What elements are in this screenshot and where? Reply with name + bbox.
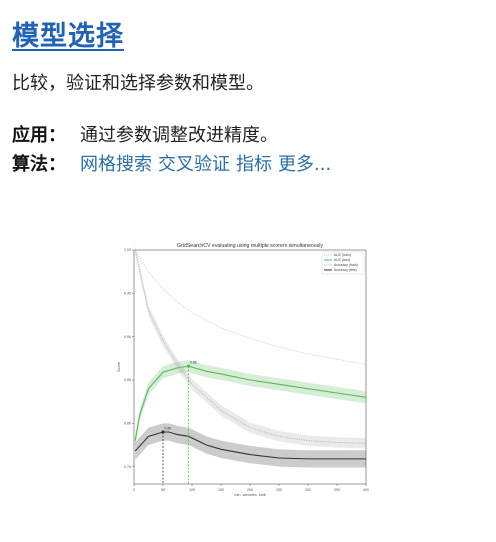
x-tick-label: 350 — [334, 488, 340, 492]
series-line — [134, 249, 367, 444]
x-tick-label: 150 — [218, 488, 224, 492]
y-tick-label: 0.75 — [124, 465, 131, 469]
series-band — [135, 423, 366, 468]
x-tick-label: 400 — [363, 488, 369, 492]
link-grid-search[interactable]: 网格搜索 — [80, 154, 152, 175]
x-tick-label: 200 — [247, 488, 253, 492]
link-more[interactable]: 更多... — [278, 154, 332, 175]
best-score-marker — [186, 364, 191, 368]
x-tick-label: 300 — [305, 488, 311, 492]
algorithm-label: 算法： — [12, 154, 66, 175]
x-tick-label: 100 — [189, 488, 195, 492]
y-tick-label: 0.95 — [124, 292, 131, 296]
application-text: 通过参数调整改进精度。 — [80, 125, 278, 146]
gridsearch-chart: GridSearchCV evaluating using multiple s… — [117, 243, 369, 496]
x-axis-label: min_samples_split — [234, 493, 266, 496]
page-title[interactable]: 模型选择 — [12, 21, 124, 52]
link-metrics[interactable]: 指标 — [236, 154, 272, 175]
series-band — [135, 360, 366, 447]
link-cross-validation[interactable]: 交叉验证 — [158, 154, 230, 175]
y-axis-label: Score — [117, 362, 121, 372]
legend-box — [321, 251, 365, 275]
algorithm-row: 算法： 网格搜索 交叉验证 指标 更多... — [12, 150, 337, 176]
x-tick-label: 0 — [133, 488, 135, 492]
x-tick-label: 250 — [276, 488, 282, 492]
best-score-label: 0.80 — [165, 427, 172, 431]
application-label: 应用： — [12, 125, 66, 146]
legend-entry: AUC (test) — [334, 258, 350, 262]
legend-entry: Accuracy (train) — [334, 263, 358, 267]
y-tick-label: 0.80 — [124, 422, 131, 426]
best-score-marker — [161, 430, 165, 434]
best-score-label: 0.86 — [190, 361, 197, 365]
series-line — [134, 249, 367, 365]
application-row: 应用： 通过参数调整改进精度。 — [12, 121, 278, 147]
page-description: 比较，验证和选择参数和模型。 — [12, 73, 264, 94]
x-tick-label: 50 — [161, 488, 165, 492]
y-tick-label: 0.85 — [124, 378, 131, 382]
series-line — [134, 365, 367, 441]
y-tick-label: 1.00 — [124, 248, 131, 252]
legend-entry: Accuracy (test) — [334, 268, 357, 272]
series-band — [135, 244, 366, 449]
y-tick-label: 0.90 — [124, 335, 131, 339]
chart-title: GridSearchCV evaluating using multiple s… — [177, 243, 323, 249]
legend-entry: AUC (train) — [334, 253, 351, 257]
